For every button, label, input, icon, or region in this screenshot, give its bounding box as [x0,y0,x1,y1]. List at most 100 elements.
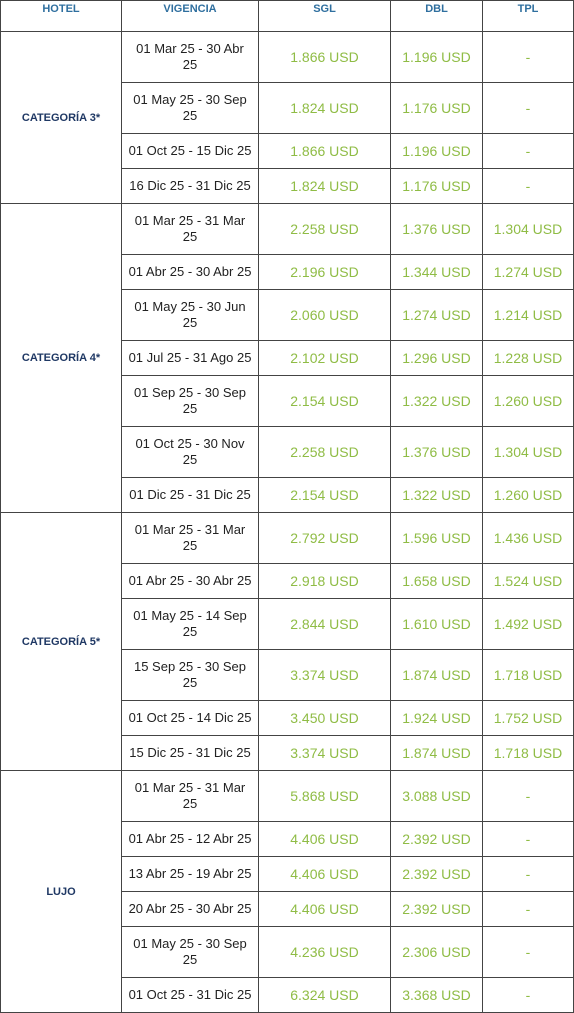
header-row: HOTEL VIGENCIA SGL DBL TPL [0,0,574,32]
price-cell: 4.406 USD [258,856,391,892]
price-cell: 1.718 USD [482,649,574,701]
column-header: TPL [482,0,574,32]
price-cell: 1.376 USD [390,203,483,255]
rate-row: 01 Oct 25 - 14 Dic 25 3.450 USD 1.924 USD 1… [1,700,574,736]
price-cell: 1.718 USD [482,735,574,771]
price-cell: 2.392 USD [390,821,483,857]
price-cell: - [482,926,574,978]
validity-period: 16 Dic 25 - 31 Dic 25 [121,168,259,204]
price-cell: 1.260 USD [482,477,574,513]
price-cell: 1.214 USD [482,289,574,341]
price-cell: 1.322 USD [390,375,483,427]
validity-period: 01 Abr 25 - 12 Abr 25 [121,821,259,857]
hotel-category: CATEGORÍA 5* [0,512,122,771]
price-cell: 1.376 USD [390,426,483,478]
rate-row: 01 Abr 25 - 30 Abr 25 2.196 USD 1.344 USD 1… [1,254,574,290]
rate-row: 01 Sep 25 - 30 Sep 25 2.154 USD 1.322 USD 1… [1,375,574,427]
hotel-category: CATEGORÍA 3* [0,31,122,204]
price-cell: 3.450 USD [258,700,391,736]
price-cell: 1.260 USD [482,375,574,427]
rate-row: 01 Abr 25 - 30 Abr 25 2.918 USD 1.658 USD 1… [1,563,574,599]
price-cell: 1.176 USD [390,82,483,134]
column-header: SGL [258,0,391,32]
price-cell: 2.918 USD [258,563,391,599]
price-cell: 1.866 USD [258,133,391,169]
hotel-category: LUJO [0,770,122,1013]
column-header: DBL [390,0,483,32]
price-cell: 1.228 USD [482,340,574,376]
price-cell: 2.258 USD [258,203,391,255]
price-cell: 1.596 USD [390,512,483,564]
price-cell: 1.322 USD [390,477,483,513]
validity-period: 01 Mar 25 - 31 Mar 25 [121,770,259,822]
validity-period: 01 Mar 25 - 31 Mar 25 [121,203,259,255]
price-cell: 1.304 USD [482,426,574,478]
validity-period: 01 Oct 25 - 31 Dic 25 [121,977,259,1013]
price-cell: 2.102 USD [258,340,391,376]
price-cell: 2.392 USD [390,856,483,892]
price-cell: 3.368 USD [390,977,483,1013]
validity-period: 01 Abr 25 - 30 Abr 25 [121,254,259,290]
price-cell: 2.060 USD [258,289,391,341]
rate-row: 01 Abr 25 - 12 Abr 25 4.406 USD 2.392 USD - [1,821,574,857]
rate-row: 01 Oct 25 - 15 Dic 25 1.866 USD 1.196 USD - [1,133,574,169]
price-cell: 2.306 USD [390,926,483,978]
validity-period: 01 Abr 25 - 30 Abr 25 [121,563,259,599]
rate-row: 01 May 25 - 30 Jun 25 2.060 USD 1.274 USD 1… [1,289,574,341]
validity-period: 13 Abr 25 - 19 Abr 25 [121,856,259,892]
validity-period: 15 Sep 25 - 30 Sep 25 [121,649,259,701]
price-cell: 2.792 USD [258,512,391,564]
price-cell: - [482,31,574,83]
price-cell: 1.176 USD [390,168,483,204]
table-header: HOTEL VIGENCIA SGL DBL TPL [0,0,574,32]
rate-row: CATEGORÍA 3* 01 Mar 25 - 30 Abr 25 1.866 U… [0,31,574,204]
price-cell: - [482,856,574,892]
column-header: VIGENCIA [121,0,259,32]
price-cell: 2.154 USD [258,477,391,513]
price-cell: 3.374 USD [258,735,391,771]
table-body: CATEGORÍA 3* 01 Mar 25 - 30 Abr 25 1.866 U… [0,31,574,1013]
rate-row: 16 Dic 25 - 31 Dic 25 1.824 USD 1.176 USD - [1,168,574,204]
price-cell: 1.274 USD [390,289,483,341]
price-cell: 1.866 USD [258,31,391,83]
price-cell: - [482,977,574,1013]
price-cell: 1.296 USD [390,340,483,376]
price-cell: 3.088 USD [390,770,483,822]
rate-row: 01 May 25 - 30 Sep 25 1.824 USD 1.176 USD - [1,82,574,134]
validity-period: 01 May 25 - 30 Jun 25 [121,289,259,341]
validity-period: 01 Oct 25 - 30 Nov 25 [121,426,259,478]
price-cell: 5.868 USD [258,770,391,822]
column-header: HOTEL [0,0,122,32]
price-cell: 1.874 USD [390,649,483,701]
rate-row: 20 Abr 25 - 30 Abr 25 4.406 USD 2.392 USD - [1,891,574,927]
validity-period: 01 May 25 - 14 Sep 25 [121,598,259,650]
price-cell: 2.844 USD [258,598,391,650]
price-cell: - [482,770,574,822]
validity-period: 01 May 25 - 30 Sep 25 [121,926,259,978]
price-cell: - [482,82,574,134]
price-cell: 1.436 USD [482,512,574,564]
price-cell: 1.824 USD [258,82,391,134]
validity-period: 15 Dic 25 - 31 Dic 25 [121,735,259,771]
price-cell: 1.874 USD [390,735,483,771]
price-cell: 1.924 USD [390,700,483,736]
price-cell: 1.610 USD [390,598,483,650]
price-cell: 2.392 USD [390,891,483,927]
price-cell: 1.658 USD [390,563,483,599]
price-cell: 4.236 USD [258,926,391,978]
price-cell: 1.344 USD [390,254,483,290]
price-cell: 1.274 USD [482,254,574,290]
price-cell: 1.304 USD [482,203,574,255]
validity-period: 20 Abr 25 - 30 Abr 25 [121,891,259,927]
price-cell: - [482,168,574,204]
validity-period: 01 Dic 25 - 31 Dic 25 [121,477,259,513]
price-cell: 1.752 USD [482,700,574,736]
validity-period: 01 Jul 25 - 31 Ago 25 [121,340,259,376]
price-cell: 1.196 USD [390,133,483,169]
price-cell: 2.258 USD [258,426,391,478]
validity-period: 01 Sep 25 - 30 Sep 25 [121,375,259,427]
price-cell: - [482,821,574,857]
price-cell: - [482,891,574,927]
